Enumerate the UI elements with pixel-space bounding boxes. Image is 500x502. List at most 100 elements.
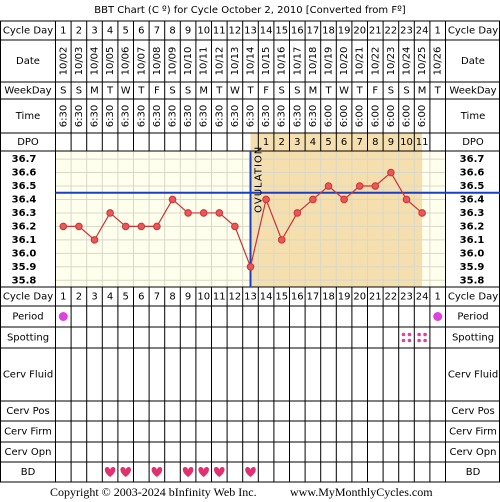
weekday-cell: T <box>215 86 223 97</box>
period-dot <box>433 312 443 321</box>
temp-point <box>168 195 177 204</box>
time-cell: 6:30 <box>183 105 194 127</box>
time-cell: 6:30 <box>246 105 257 127</box>
time-cell: 6:30 <box>152 105 163 127</box>
weekday-cell: M <box>309 86 318 97</box>
y-tick-label: 36.5 <box>460 181 485 192</box>
cycle_day-cell: 2 <box>76 26 82 37</box>
cycle_day-cell: 2 <box>76 292 82 303</box>
cycle_day-cell: 1 <box>435 292 441 303</box>
date-cell: 10/04 <box>90 47 101 76</box>
weekday-cell: T <box>434 86 442 97</box>
temp-point <box>199 209 208 217</box>
date-cell: 10/10 <box>183 47 194 76</box>
row-label: Cerv Pos <box>6 406 49 417</box>
date-cell: 10/22 <box>370 47 381 76</box>
spot <box>423 332 427 337</box>
row-label: DPO <box>17 137 39 148</box>
cycle_day-cell: 4 <box>107 26 113 37</box>
y-tick-label: 36.1 <box>12 235 37 246</box>
cycle_day-cell: 23 <box>400 292 413 303</box>
time-cell: 6:30 <box>121 105 132 127</box>
y-tick-label: 36.2 <box>12 221 37 232</box>
spot <box>423 338 427 343</box>
cycle_day-cell: 7 <box>154 292 160 303</box>
cycle_day-cell: 8 <box>169 26 175 37</box>
temp-point <box>231 222 239 231</box>
cycle_day-cell: 10 <box>197 292 210 303</box>
time-cell: 6:30 <box>261 105 272 127</box>
date-cell: 10/19 <box>324 47 335 76</box>
cycle_day-cell: 19 <box>338 26 351 37</box>
row-label: Time <box>15 111 40 122</box>
cycle_day-cell: 6 <box>138 26 144 37</box>
bd-heart <box>182 467 194 477</box>
bd-heart <box>214 467 225 477</box>
temp-point <box>106 209 114 217</box>
cycle_day-cell: 22 <box>385 292 398 303</box>
cycle_day-cell: 11 <box>213 26 226 37</box>
time-cell: 6:30 <box>58 105 69 127</box>
date-cell: 10/20 <box>339 47 350 76</box>
weekday-cell: F <box>263 86 269 97</box>
bd-heart <box>104 467 116 477</box>
dpo-cell: 9 <box>388 137 394 148</box>
y-tick-label: 36.7 <box>12 154 37 165</box>
date-cell: 10/03 <box>74 47 85 76</box>
row-label: Date <box>461 56 485 67</box>
temp-point <box>184 209 192 217</box>
weekday-cell: M <box>90 86 99 97</box>
row-label: BD <box>466 467 481 478</box>
row-label: Period <box>12 312 43 323</box>
date-cell: 10/11 <box>199 47 210 76</box>
cycle_day-cell: 3 <box>91 292 97 303</box>
bd-heart <box>120 467 131 477</box>
cycle_day-cell: 4 <box>107 292 113 303</box>
bd-heart <box>245 467 256 477</box>
weekday-cell: T <box>137 86 145 97</box>
row-label: Cycle Day <box>448 292 498 303</box>
date-cell: 10/23 <box>386 47 397 76</box>
cycle_day-cell: 15 <box>275 292 288 303</box>
weekday-cell: M <box>418 86 427 97</box>
spotting-dots <box>417 332 427 343</box>
row-label: WeekDay <box>4 86 51 97</box>
time-cell: 6:00 <box>370 105 381 127</box>
temp-point <box>387 168 395 177</box>
spot <box>417 332 421 337</box>
row-label: Cycle Day <box>448 26 498 37</box>
temp-point <box>59 222 68 231</box>
weekday-cell: M <box>199 86 208 97</box>
cycle_day-cell: 1 <box>60 26 66 37</box>
cycle_day-cell: 15 <box>275 26 288 37</box>
weekday-cell: S <box>388 86 394 97</box>
cycle_day-cell: 24 <box>416 26 429 37</box>
cycle_day-cell: 20 <box>353 26 366 37</box>
y-tick-label: 35.9 <box>12 262 37 273</box>
y-tick-label: 36.1 <box>460 235 485 246</box>
row-label: Spotting <box>7 333 49 344</box>
temp-point <box>90 236 99 244</box>
weekday-cell: S <box>60 86 66 97</box>
cycle_day-cell: 8 <box>169 292 175 303</box>
date-cell: 10/05 <box>105 47 116 76</box>
temp-point <box>75 222 83 231</box>
date-cell: 10/14 <box>246 47 257 76</box>
date-cell: 10/12 <box>214 47 225 76</box>
row-label: Cycle Day <box>3 26 53 37</box>
cycle_day-cell: 16 <box>291 292 304 303</box>
cycle_day-cell: 5 <box>123 292 129 303</box>
cycle_day-cell: 1 <box>435 26 441 37</box>
time-cell: 6:30 <box>168 105 179 127</box>
date-cell: 10/17 <box>292 47 303 76</box>
cycle_day-cell: 17 <box>307 292 320 303</box>
time-cell: 6:30 <box>199 105 210 127</box>
time-cell: 6:30 <box>136 105 147 127</box>
row-label: DPO <box>462 137 484 148</box>
row-label: Cerv Firm <box>449 427 497 438</box>
y-tick-label: 36.0 <box>12 248 37 259</box>
time-cell: 6:30 <box>74 105 85 127</box>
y-tick-label: 35.9 <box>460 262 485 273</box>
row-label: Cerv Firm <box>4 427 52 438</box>
weekday-cell: F <box>372 86 378 97</box>
